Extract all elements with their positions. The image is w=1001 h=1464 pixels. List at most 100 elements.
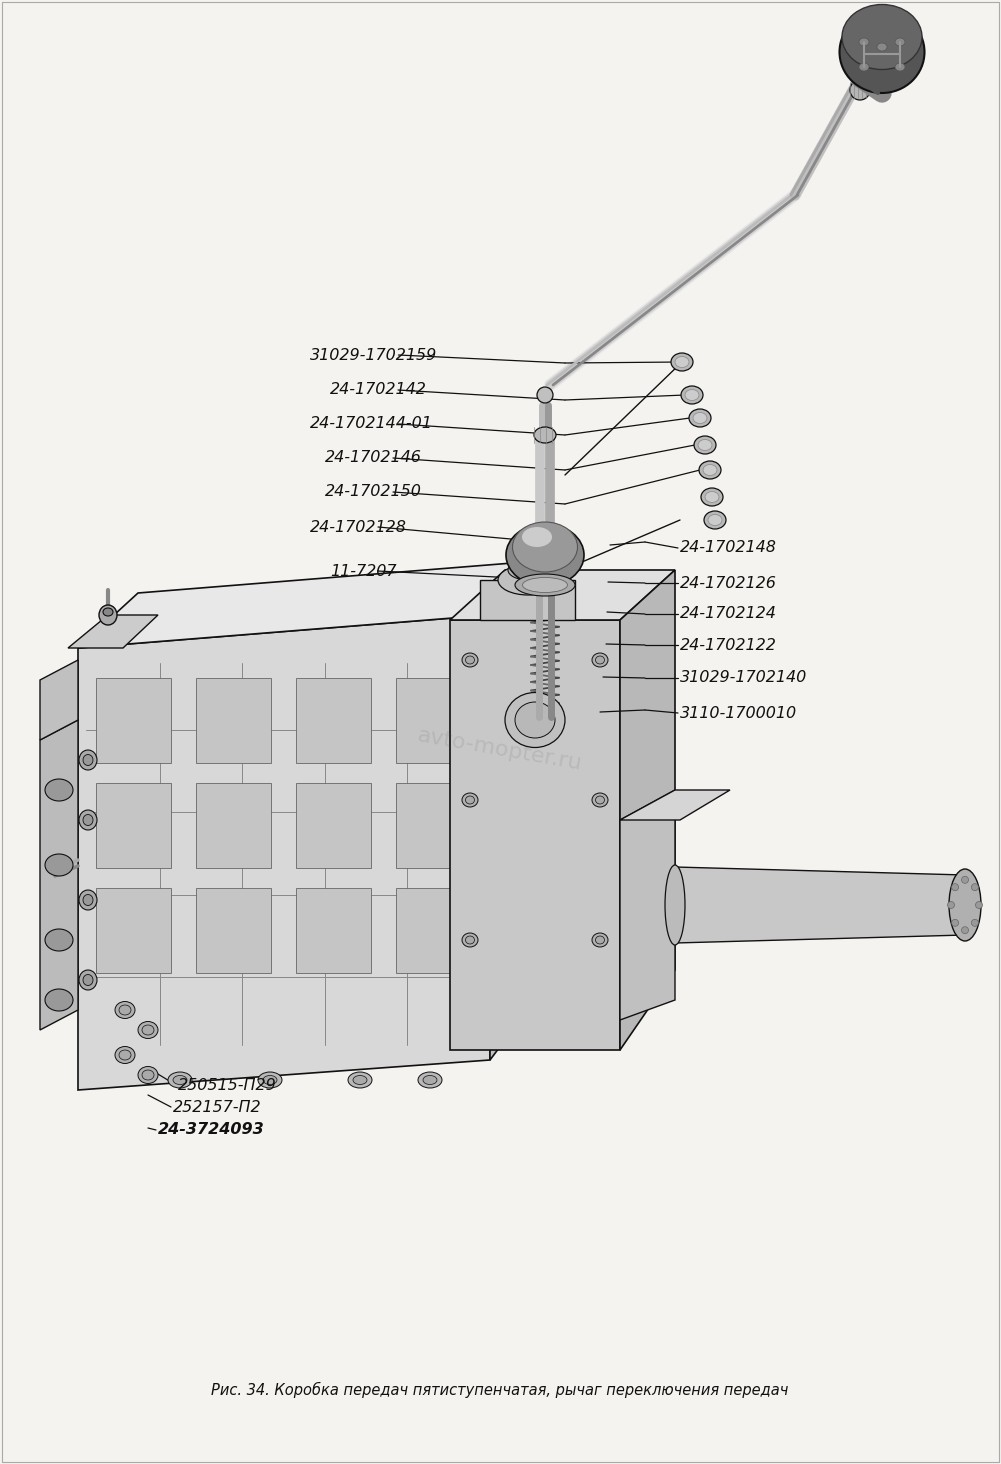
Ellipse shape	[962, 877, 969, 883]
Text: 24-1702122: 24-1702122	[680, 637, 777, 653]
Ellipse shape	[45, 990, 73, 1012]
Ellipse shape	[877, 42, 887, 51]
Polygon shape	[450, 619, 620, 1050]
Text: Рис. 34. Коробка передач пятиступенчатая, рычаг переключения передач: Рис. 34. Коробка передач пятиступенчатая…	[211, 1382, 789, 1398]
Polygon shape	[68, 615, 158, 649]
Ellipse shape	[952, 884, 959, 890]
Ellipse shape	[665, 865, 685, 944]
Ellipse shape	[115, 1047, 135, 1063]
Ellipse shape	[462, 793, 478, 807]
Ellipse shape	[592, 793, 608, 807]
Text: 24-3724093: 24-3724093	[158, 1123, 264, 1138]
Ellipse shape	[592, 933, 608, 947]
Ellipse shape	[704, 511, 726, 529]
Ellipse shape	[522, 527, 552, 548]
Ellipse shape	[79, 810, 97, 830]
Text: 24-1702146: 24-1702146	[325, 451, 421, 466]
Ellipse shape	[895, 63, 905, 70]
Ellipse shape	[708, 514, 722, 526]
Text: 3110-1700010: 3110-1700010	[680, 706, 797, 720]
Polygon shape	[296, 783, 371, 868]
Polygon shape	[96, 889, 171, 974]
Ellipse shape	[79, 750, 97, 770]
Ellipse shape	[952, 919, 959, 927]
Ellipse shape	[353, 1076, 367, 1085]
Polygon shape	[196, 889, 271, 974]
Text: 24-1702142: 24-1702142	[330, 382, 426, 398]
Ellipse shape	[83, 754, 93, 766]
Text: 24-1702144-01: 24-1702144-01	[310, 416, 432, 432]
Polygon shape	[40, 660, 78, 739]
Ellipse shape	[596, 796, 605, 804]
Ellipse shape	[681, 386, 703, 404]
Ellipse shape	[671, 353, 693, 370]
Ellipse shape	[693, 413, 707, 423]
Ellipse shape	[840, 12, 925, 94]
Polygon shape	[620, 791, 675, 1020]
Polygon shape	[620, 791, 730, 820]
Ellipse shape	[850, 81, 870, 100]
Ellipse shape	[948, 902, 955, 909]
Ellipse shape	[79, 971, 97, 990]
Ellipse shape	[842, 4, 922, 69]
Ellipse shape	[859, 38, 869, 45]
Text: 24-1702150: 24-1702150	[325, 485, 421, 499]
Ellipse shape	[701, 488, 723, 507]
Ellipse shape	[348, 1072, 372, 1088]
Ellipse shape	[142, 1070, 154, 1080]
Polygon shape	[620, 569, 675, 1050]
Ellipse shape	[949, 870, 981, 941]
Polygon shape	[396, 783, 471, 868]
Text: 31029-1702140: 31029-1702140	[680, 671, 807, 685]
Ellipse shape	[138, 1066, 158, 1083]
Ellipse shape	[513, 523, 578, 572]
Ellipse shape	[971, 919, 978, 927]
Ellipse shape	[515, 703, 555, 738]
Ellipse shape	[703, 464, 717, 476]
Ellipse shape	[423, 1076, 437, 1085]
Text: 24-1702124: 24-1702124	[680, 606, 777, 622]
Ellipse shape	[976, 902, 983, 909]
Ellipse shape	[142, 1025, 154, 1035]
Polygon shape	[296, 889, 371, 974]
Polygon shape	[450, 569, 675, 619]
Ellipse shape	[258, 1072, 282, 1088]
Polygon shape	[675, 867, 965, 943]
Ellipse shape	[895, 38, 905, 45]
Ellipse shape	[498, 565, 558, 594]
Ellipse shape	[698, 439, 712, 451]
Ellipse shape	[83, 975, 93, 985]
Ellipse shape	[699, 461, 721, 479]
Ellipse shape	[689, 408, 711, 427]
Ellipse shape	[465, 935, 474, 944]
Ellipse shape	[168, 1072, 192, 1088]
Ellipse shape	[99, 605, 117, 625]
Ellipse shape	[592, 653, 608, 668]
Ellipse shape	[465, 796, 474, 804]
Ellipse shape	[523, 577, 568, 593]
Ellipse shape	[83, 814, 93, 826]
Ellipse shape	[675, 357, 689, 367]
Ellipse shape	[505, 692, 565, 748]
Ellipse shape	[537, 386, 553, 403]
Ellipse shape	[859, 63, 869, 70]
Ellipse shape	[138, 1022, 158, 1038]
Ellipse shape	[119, 1050, 131, 1060]
Ellipse shape	[508, 561, 548, 580]
Text: 250515-П29: 250515-П29	[178, 1078, 276, 1092]
Polygon shape	[40, 720, 78, 1031]
Ellipse shape	[173, 1076, 187, 1085]
Ellipse shape	[705, 492, 719, 502]
Ellipse shape	[83, 895, 93, 906]
Polygon shape	[396, 678, 471, 763]
Ellipse shape	[962, 927, 969, 934]
Ellipse shape	[596, 656, 605, 665]
Ellipse shape	[596, 935, 605, 944]
Ellipse shape	[971, 884, 978, 890]
Ellipse shape	[119, 1004, 131, 1015]
Polygon shape	[296, 678, 371, 763]
Ellipse shape	[685, 389, 699, 401]
Ellipse shape	[103, 608, 113, 616]
Ellipse shape	[79, 890, 97, 911]
Ellipse shape	[45, 779, 73, 801]
